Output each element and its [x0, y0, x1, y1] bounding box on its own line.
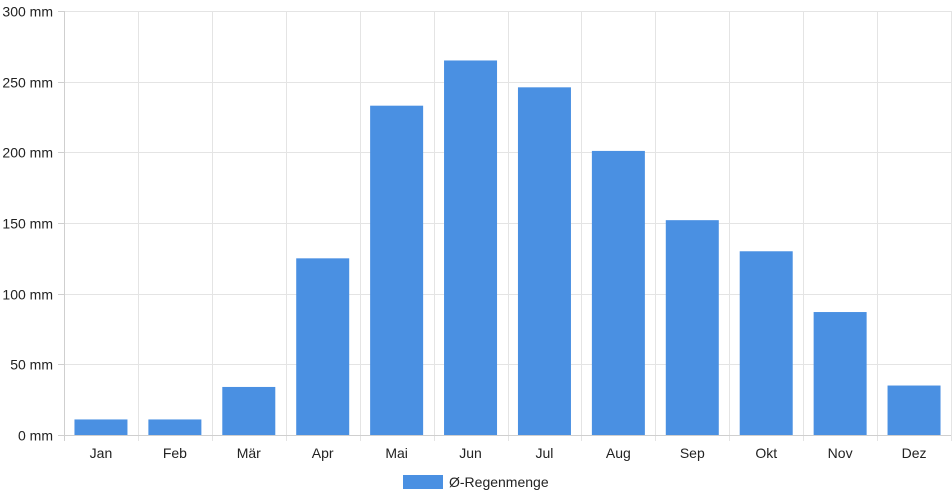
x-tick-label: Jan — [90, 445, 113, 461]
y-axis-tick-labels: 0 mm 50 mm 100 mm 150 mm 200 mm 250 mm 300 mm — [2, 4, 53, 444]
bar-Jan[interactable] — [74, 419, 128, 435]
y-tick-label: 50 mm — [10, 357, 53, 373]
bar-Apr[interactable] — [296, 258, 350, 435]
bar-Aug[interactable] — [591, 150, 645, 436]
chart-axes — [58, 11, 951, 441]
legend-label[interactable]: Ø-Regenmenge — [449, 474, 549, 490]
x-tick-label: Okt — [755, 445, 777, 461]
x-tick-label: Nov — [828, 445, 853, 461]
y-tick-label: 100 mm — [2, 287, 53, 303]
x-tick-label: Dez — [902, 445, 927, 461]
legend-swatch[interactable] — [403, 475, 443, 489]
bar-Jul[interactable] — [517, 87, 571, 435]
y-tick-label: 0 mm — [18, 428, 53, 444]
y-tick-label: 200 mm — [2, 145, 53, 161]
x-tick-label: Aug — [606, 445, 631, 461]
bar-Jun[interactable] — [444, 60, 498, 435]
y-tick-label: 300 mm — [2, 4, 53, 20]
x-tick-label: Apr — [312, 445, 334, 461]
bar-Okt[interactable] — [739, 251, 793, 435]
x-tick-label: Mär — [237, 445, 261, 461]
x-axis-tick-labels: Jan Feb Mär Apr Mai Jun Jul Aug Sep Okt Nov Dez — [90, 445, 927, 461]
y-tick-label: 150 mm — [2, 216, 53, 232]
bar-Mai[interactable] — [370, 105, 424, 435]
bar-Nov[interactable] — [813, 312, 867, 435]
x-tick-label: Sep — [680, 445, 705, 461]
bar-Sep[interactable] — [665, 220, 719, 435]
chart-legend[interactable]: Ø-Regenmenge — [403, 474, 549, 490]
x-tick-label: Mai — [385, 445, 408, 461]
x-tick-label: Feb — [163, 445, 187, 461]
x-tick-label: Jul — [536, 445, 554, 461]
bar-Mär[interactable] — [222, 386, 276, 435]
x-tick-label: Jun — [459, 445, 482, 461]
bar-Dez[interactable] — [887, 385, 941, 435]
bar-series[interactable] — [74, 60, 941, 436]
y-tick-label: 250 mm — [2, 75, 53, 91]
bar-Feb[interactable] — [148, 419, 202, 435]
